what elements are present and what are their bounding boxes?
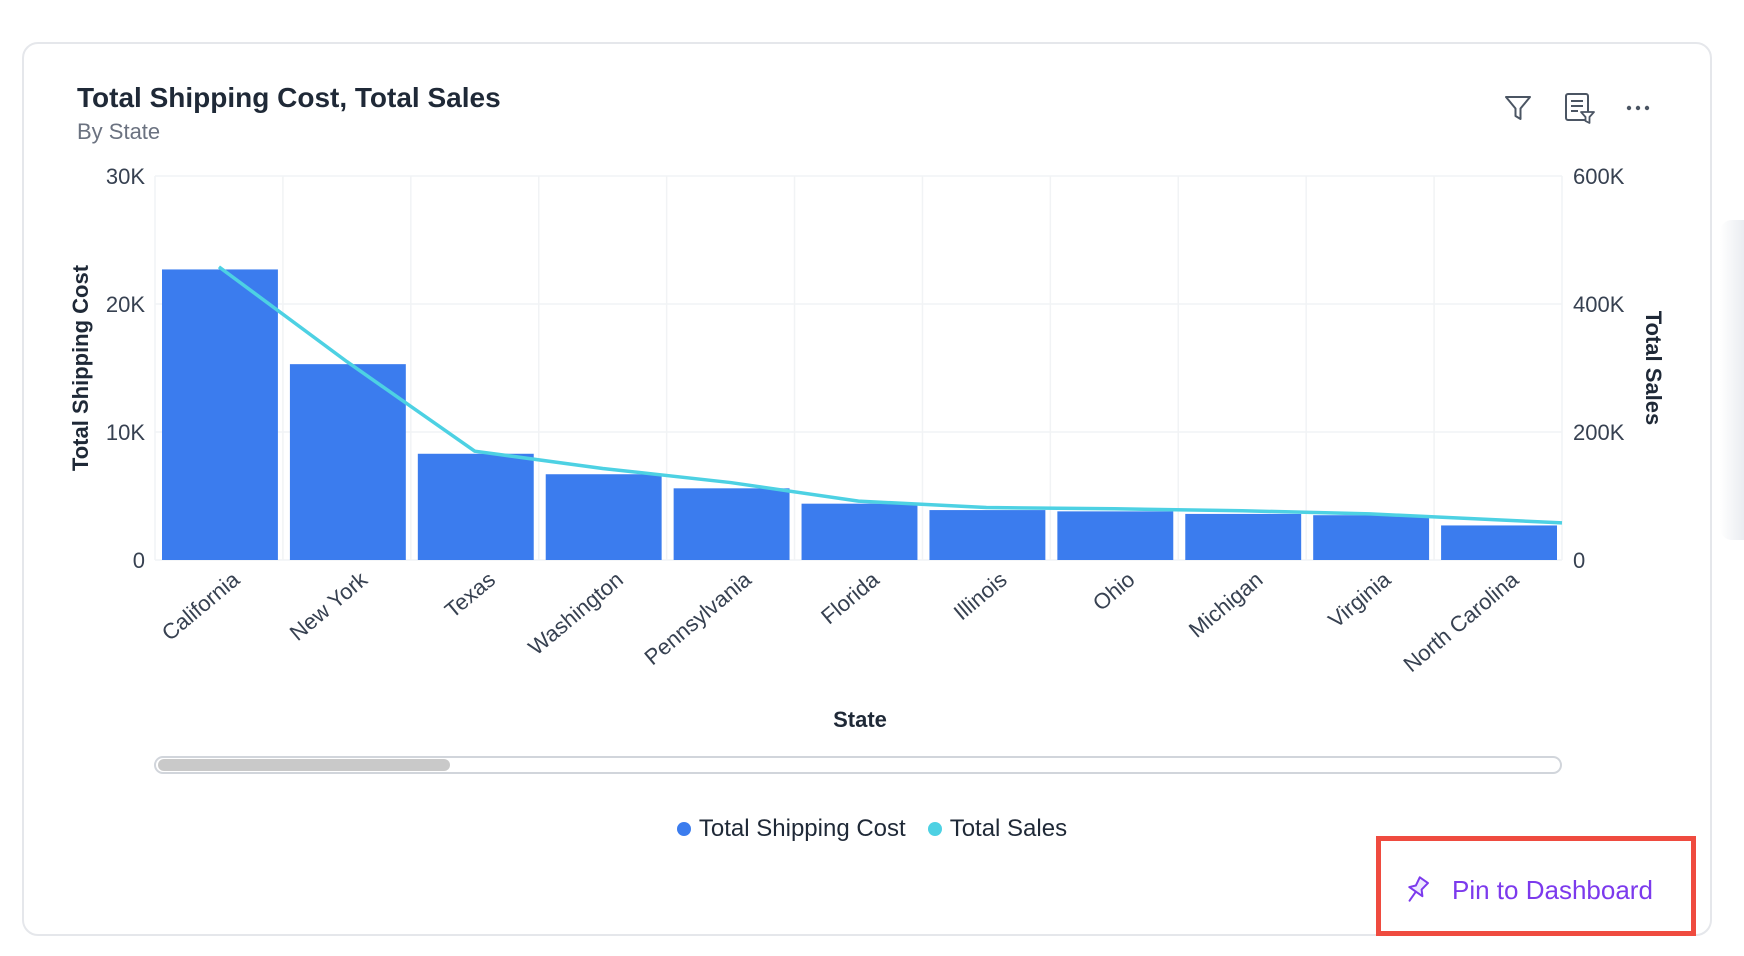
highlight-box xyxy=(1376,836,1696,936)
bar xyxy=(929,510,1046,560)
legend-label-total-sales: Total Sales xyxy=(949,815,1068,842)
y2-tick-label: 0 xyxy=(1573,548,1585,573)
legend-marker-total-sales xyxy=(927,822,942,836)
x-tick-label: North Carolina xyxy=(1399,566,1524,677)
more-options-icon xyxy=(1626,105,1650,111)
x-tick-label: Pennsylvania xyxy=(639,566,756,670)
x-tick-label: Michigan xyxy=(1184,567,1268,643)
y-tick-label: 10K xyxy=(106,420,145,445)
legend-label-shipping-cost: Total Shipping Cost xyxy=(698,815,906,842)
y2-tick-label: 400K xyxy=(1573,292,1625,317)
chart-subtitle: By State xyxy=(77,119,161,144)
bar xyxy=(289,364,406,560)
chart-legend: Total Shipping Cost Total Sales xyxy=(0,814,1744,844)
bar xyxy=(1057,511,1174,560)
bar xyxy=(1441,525,1557,560)
combo-chart: 0 10K 20K 30K 0 200K 400K 600K California New Yor… xyxy=(68,164,1666,732)
y2-tick-label: 200K xyxy=(1573,420,1625,445)
side-panel-edge xyxy=(1720,220,1744,540)
chart-scrollbar[interactable] xyxy=(154,756,1562,774)
x-tick-label: Washington xyxy=(523,567,627,660)
legend-item-shipping-cost[interactable]: Total Shipping Cost xyxy=(676,815,906,843)
sales-line xyxy=(217,265,1563,525)
x-tick-label: California xyxy=(157,566,245,645)
pin-to-dashboard-label: Pin to Dashboard xyxy=(1452,874,1653,905)
x-tick-label: Illinois xyxy=(949,567,1012,625)
more-options-button[interactable] xyxy=(1620,90,1656,126)
y-tick-label: 0 xyxy=(133,548,145,573)
x-tick-label: New York xyxy=(285,566,373,646)
x-tick-label: Florida xyxy=(816,566,884,629)
y2-axis-title: Total Sales xyxy=(1641,311,1666,426)
filter-button[interactable] xyxy=(1500,90,1536,126)
bar xyxy=(801,503,918,560)
bar xyxy=(673,488,790,560)
x-tick-label: Virginia xyxy=(1323,566,1396,633)
y2-tick-label: 600K xyxy=(1573,164,1625,189)
y-axis-title: Total Shipping Cost xyxy=(68,264,93,471)
bar xyxy=(545,474,662,560)
filter-icon xyxy=(1505,96,1531,120)
legend-item-total-sales[interactable]: Total Sales xyxy=(927,815,1068,843)
y-tick-label: 30K xyxy=(106,164,145,189)
legend-marker-shipping-cost xyxy=(676,822,691,836)
bar xyxy=(417,453,534,560)
list-filter-button[interactable] xyxy=(1561,90,1597,126)
x-tick-label: Ohio xyxy=(1088,567,1140,616)
x-tick-label: Texas xyxy=(440,567,500,623)
bar xyxy=(162,269,278,560)
bar xyxy=(1185,513,1302,560)
y-tick-label: 20K xyxy=(106,292,145,317)
pin-to-dashboard-button[interactable]: Pin to Dashboard xyxy=(1400,864,1653,916)
pin-icon xyxy=(1408,876,1429,902)
bar xyxy=(1313,515,1430,560)
list-filter-icon xyxy=(1565,93,1595,124)
x-axis-title: State xyxy=(833,707,887,732)
scrollbar-thumb[interactable] xyxy=(158,759,450,771)
chart-title: Total Shipping Cost, Total Sales xyxy=(77,82,501,113)
